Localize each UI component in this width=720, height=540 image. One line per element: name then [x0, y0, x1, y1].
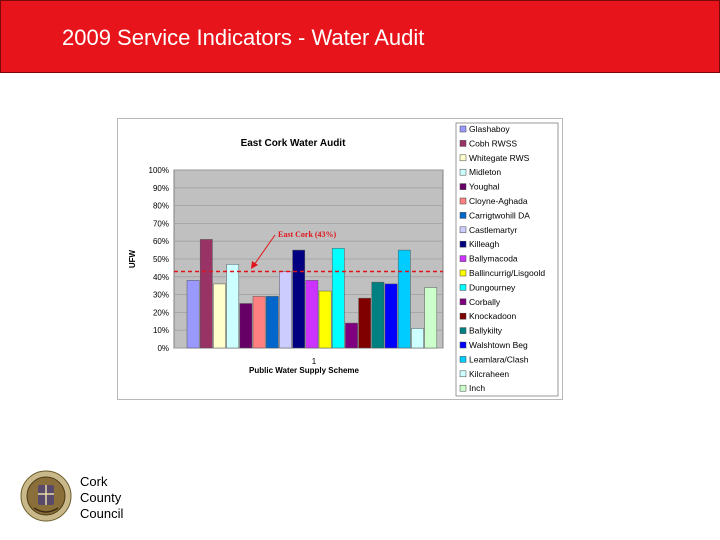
legend-swatch [459, 125, 467, 133]
legend-swatch [459, 384, 467, 392]
bar [213, 283, 226, 349]
reference-line-label: East Cork (43%) [278, 230, 337, 239]
x-axis-label: Public Water Supply Scheme [249, 366, 360, 375]
legend-label: Ballincurrig/Lisgoold [469, 268, 545, 278]
x-tick-label: 1 [312, 357, 317, 366]
legend-label: Ballykilty [469, 326, 503, 336]
legend-swatch [459, 370, 467, 378]
y-tick-label: 90% [153, 184, 169, 193]
legend-swatch [459, 284, 467, 291]
legend-label: Killeagh [469, 239, 500, 249]
bar [397, 249, 411, 349]
council-name: Cork County Council [80, 474, 123, 522]
bar [279, 271, 292, 349]
y-tick-label: 40% [153, 273, 169, 282]
bar [265, 296, 279, 349]
legend-swatch [459, 255, 467, 262]
east-cork-water-audit-chart: 0% 10% 20% 30% 40% 50% 60% 70% 80% 90% 100% East Co… [128, 122, 559, 397]
council-name-line: County [80, 490, 122, 505]
legend-swatch [459, 140, 467, 147]
legend-swatch [459, 183, 467, 190]
chart-title: East Cork Water Audit [241, 138, 346, 149]
legend-label: Ballymacoda [469, 254, 518, 264]
bar [318, 290, 332, 349]
legend-swatch [459, 240, 467, 248]
legend-swatch [459, 226, 467, 234]
legend-label: Carrigtwohill DA [469, 210, 530, 220]
bar [345, 322, 358, 349]
bar [199, 239, 213, 349]
chart-frame: 0% 10% 20% 30% 40% 50% 60% 70% 80% 90% 100% East Co… [117, 118, 563, 400]
bar [252, 296, 266, 349]
legend-swatch [459, 298, 467, 306]
legend-swatch [459, 312, 467, 320]
legend-label: Walshtown Beg [469, 340, 528, 350]
legend-swatch [459, 154, 467, 162]
legend-label: Knockadoon [469, 311, 517, 321]
bar [292, 249, 306, 349]
y-axis-label: UFW [128, 249, 137, 268]
legend-label: Whitegate RWS [469, 153, 530, 163]
y-tick-label: 80% [153, 202, 169, 211]
legend-label: Castlemartyr [469, 225, 517, 235]
y-tick-label: 50% [153, 255, 169, 264]
legend-swatch [459, 168, 467, 176]
y-tick-label: 60% [153, 237, 169, 246]
legend-swatch [459, 197, 467, 205]
council-name-line: Cork [80, 474, 108, 489]
legend-label: Kilcraheen [469, 369, 509, 379]
bar [411, 328, 424, 349]
bar [331, 248, 345, 349]
bar [239, 303, 253, 349]
y-tick-label: 70% [153, 219, 169, 228]
bar [226, 264, 240, 349]
legend-swatch [459, 212, 467, 219]
annotation-arrowhead [251, 261, 258, 269]
y-tick-label: 0% [157, 344, 169, 353]
y-tick-label: 20% [153, 308, 169, 317]
legend-label: Glashaboy [469, 124, 510, 134]
legend-label: Dungourney [469, 282, 516, 292]
bar [371, 281, 385, 349]
legend-label: Leamlara/Clash [469, 354, 529, 364]
bar [424, 287, 438, 349]
legend-label: Corbally [469, 297, 501, 307]
bar [384, 283, 398, 349]
bar [358, 297, 372, 349]
legend-label: Inch [469, 383, 485, 393]
legend-label: Youghal [469, 182, 500, 192]
legend-swatch [459, 341, 467, 349]
bar [186, 280, 200, 349]
title-banner: 2009 Service Indicators - Water Audit [0, 0, 720, 73]
slide-title: 2009 Service Indicators - Water Audit [62, 25, 425, 50]
annotation-arrow [253, 234, 276, 266]
y-tick-label: 30% [153, 291, 169, 300]
y-tick-label: 100% [149, 166, 169, 175]
bar [305, 280, 319, 349]
legend [455, 122, 559, 397]
cork-county-council-crest-icon [20, 470, 72, 522]
council-name-line: Council [80, 506, 124, 521]
legend-label: Cloyne-Aghada [469, 196, 528, 206]
legend-label: Cobh RWSS [469, 138, 517, 148]
legend-swatch [459, 356, 467, 363]
legend-label: Midleton [469, 167, 501, 177]
legend-swatch [459, 327, 467, 334]
legend-swatch [459, 269, 467, 277]
y-tick-label: 10% [153, 326, 169, 335]
